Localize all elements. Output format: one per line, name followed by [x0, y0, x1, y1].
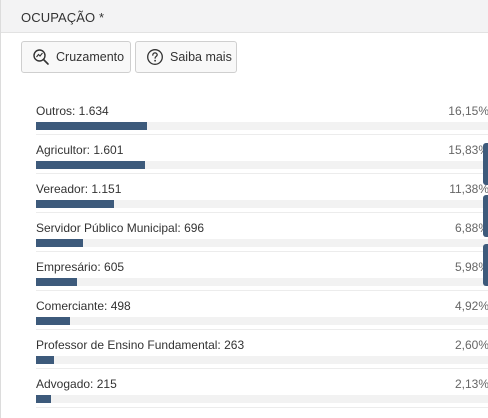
- occupation-bar: [36, 122, 147, 130]
- learn-more-button[interactable]: Saiba mais: [135, 41, 237, 73]
- occupation-percent: 11,38%: [449, 182, 488, 196]
- occupation-bar-track: [36, 122, 488, 130]
- occupation-row: Outros: 1.634 16,15%: [36, 96, 488, 135]
- occupation-bar-track: [36, 395, 488, 403]
- side-tab[interactable]: [483, 143, 488, 185]
- occupation-label: Outros: 1.634: [36, 104, 109, 118]
- side-tab[interactable]: [483, 244, 488, 286]
- occupation-bar: [36, 161, 145, 169]
- occupation-row: Vereador: 1.151 11,38%: [36, 174, 488, 213]
- occupation-bar: [36, 395, 51, 403]
- learn-more-label: Saiba mais: [170, 50, 232, 64]
- occupation-label: Comerciante: 498: [36, 299, 131, 313]
- occupation-percent: 2,13%: [454, 377, 488, 391]
- occupation-bar-track: [36, 356, 488, 364]
- side-tab[interactable]: [483, 195, 488, 237]
- occupation-bar-track: [36, 239, 488, 247]
- occupation-bar-track: [36, 278, 488, 286]
- occupation-bar: [36, 200, 114, 208]
- occupation-bar: [36, 239, 83, 247]
- cross-analysis-button[interactable]: Cruzamento: [21, 41, 131, 73]
- occupation-percent: 15,83%: [448, 143, 488, 157]
- occupation-row: Advogado: 215 2,13%: [36, 369, 488, 408]
- occupation-row: Professor de Ensino Fundamental: 263 2,60…: [36, 330, 488, 369]
- panel-title: OCUPAÇÃO *: [21, 10, 105, 25]
- chart-search-icon: [32, 48, 50, 66]
- question-circle-icon: [146, 48, 164, 66]
- occupation-bar: [36, 317, 70, 325]
- occupation-label: Professor de Ensino Fundamental: 263: [36, 338, 245, 352]
- occupation-row: Comerciante: 498 4,92%: [36, 291, 488, 330]
- occupation-percent: 5,98%: [454, 260, 488, 274]
- occupation-bar: [36, 278, 77, 286]
- occupation-label: Vereador: 1.151: [36, 182, 122, 196]
- occupation-bar-track: [36, 317, 488, 325]
- occupation-percent: 4,92%: [454, 299, 488, 313]
- panel-header: OCUPAÇÃO *: [1, 0, 488, 33]
- occupation-percent: 6,88%: [454, 221, 488, 235]
- occupation-percent: 2,60%: [454, 338, 488, 352]
- occupation-percent: 16,15%: [448, 104, 488, 118]
- occupation-bar: [36, 356, 54, 364]
- occupation-bar-track: [36, 200, 488, 208]
- occupation-label: Servidor Público Municipal: 696: [36, 221, 205, 235]
- occupation-label: Advogado: 215: [36, 377, 117, 391]
- occupation-label: Agricultor: 1.601: [36, 143, 124, 157]
- cross-analysis-label: Cruzamento: [56, 50, 125, 64]
- occupation-row: Empresário: 605 5,98%: [36, 252, 488, 291]
- occupation-bar-track: [36, 161, 488, 169]
- occupation-label: Empresário: 605: [36, 260, 125, 274]
- occupation-row: Servidor Público Municipal: 696 6,88%: [36, 213, 488, 252]
- occupation-row: Agricultor: 1.601 15,83%: [36, 135, 488, 174]
